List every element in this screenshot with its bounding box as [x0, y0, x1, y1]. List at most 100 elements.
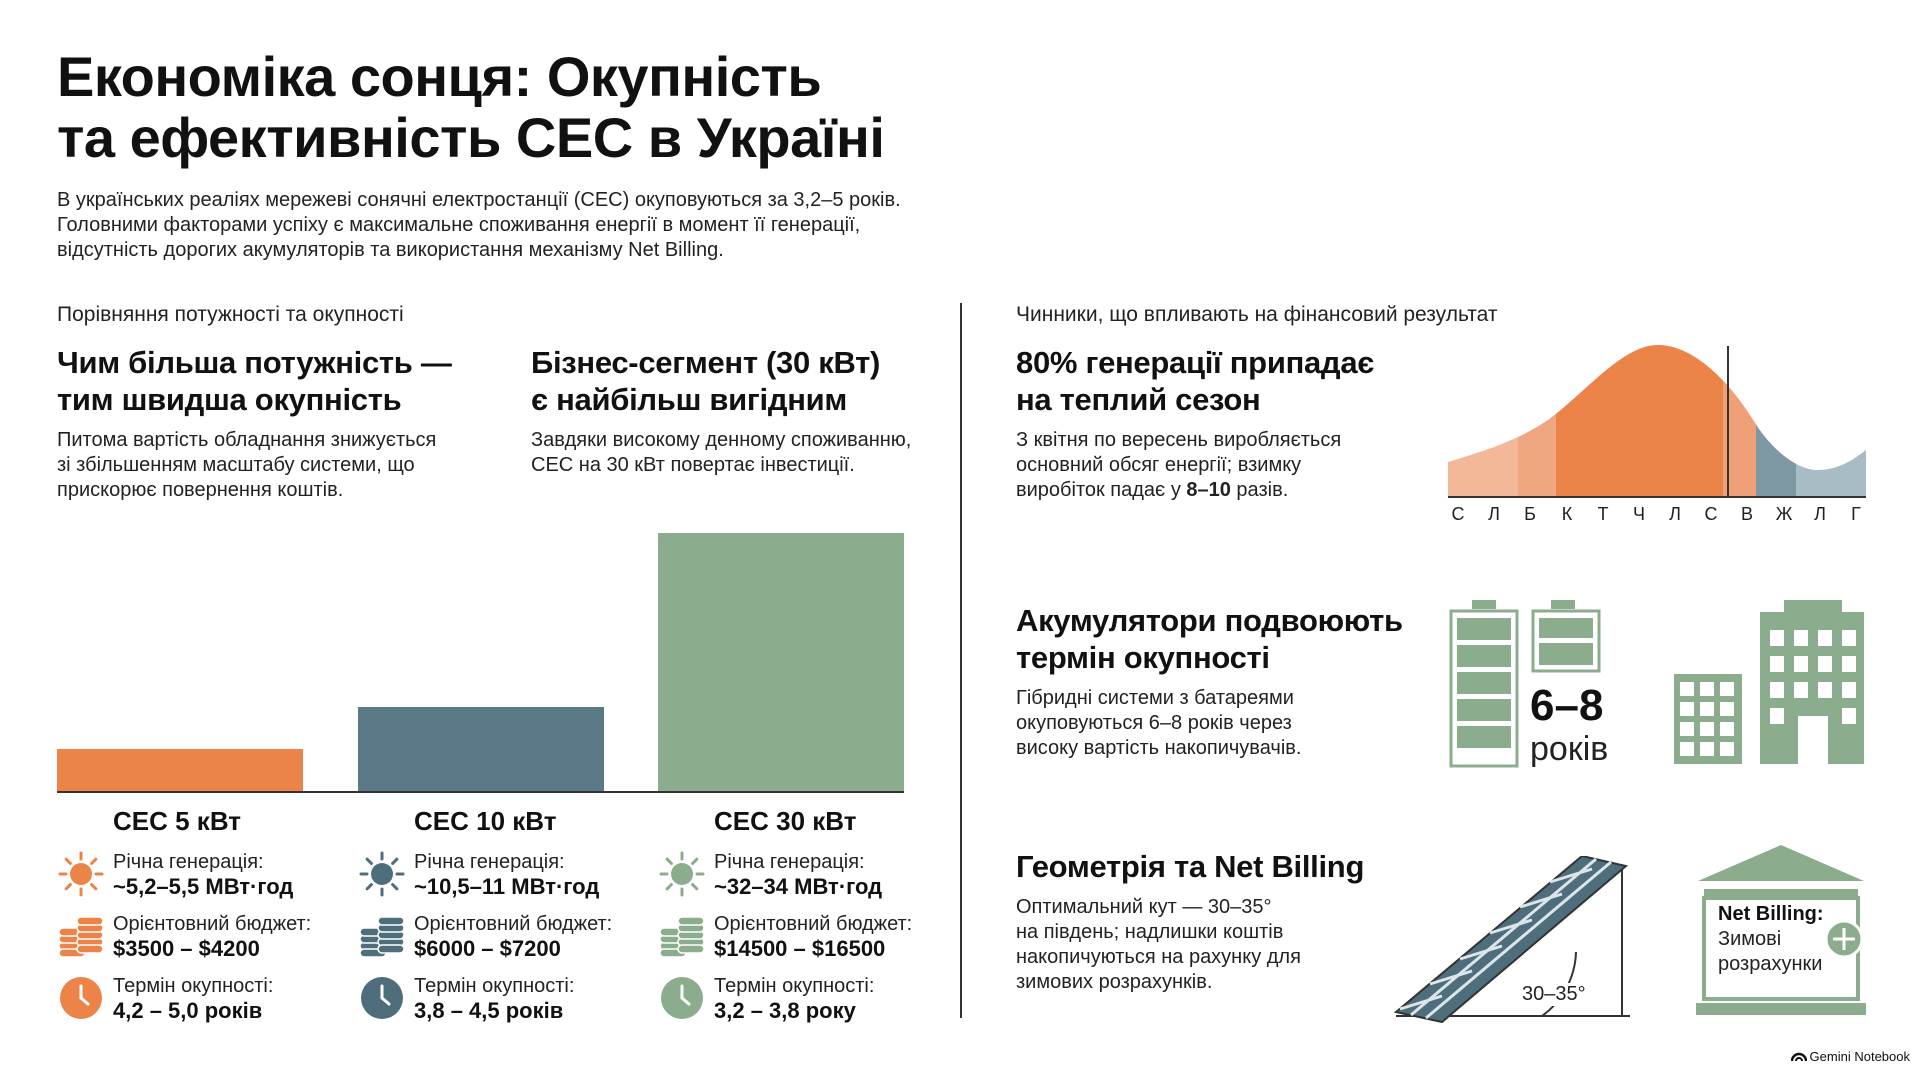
bar-2 — [358, 707, 604, 791]
month-label: С — [1451, 504, 1465, 524]
payback-value: 3,8 – 4,5 років — [414, 998, 564, 1023]
scale-text: Питома вартість обладнання знижується зі… — [57, 428, 497, 503]
annual-generation-label: Річна генерація: — [113, 851, 264, 873]
payback-value: 3,2 – 3,8 року — [714, 998, 856, 1023]
sun-icon — [58, 851, 104, 897]
coins-icon — [58, 916, 104, 958]
clock-icon — [661, 977, 703, 1019]
season-text-line-2: основний обсяг енергії; взимку — [1016, 454, 1302, 476]
season-text-pre: виробіток падає у — [1016, 479, 1187, 501]
month-label: Ч — [1633, 504, 1645, 524]
month-label: Л — [1669, 504, 1681, 524]
battery-block: Акумулятори подвоюють термін окупності Г… — [1016, 602, 1436, 761]
annual-generation-value: ~5,2–5,5 МВт·год — [113, 874, 294, 899]
sun-icon — [659, 851, 705, 897]
gemini-logo-icon — [1790, 1052, 1807, 1061]
budget-text: Орієнтовний бюджет: $6000 – $7200 — [414, 912, 612, 962]
annual-generation-metric: Річна генерація: ~10,5–11 МВт·год — [358, 850, 599, 900]
month-label: Т — [1597, 504, 1609, 524]
month-label: С — [1704, 504, 1718, 524]
budget-label: Орієнтовний бюджет: — [414, 913, 613, 935]
title-line-2: та ефективність СЕС в Україні — [57, 106, 885, 169]
coins-icon — [659, 916, 705, 958]
chart-baseline — [57, 791, 904, 793]
right-section-label: Чинники, що впливають на фінансовий резу… — [1016, 303, 1498, 326]
annual-generation-text: Річна генерація: ~10,5–11 МВт·год — [414, 850, 599, 900]
budget-label: Орієнтовний бюджет: — [714, 913, 913, 935]
month-label: Г — [1851, 504, 1861, 524]
annual-generation-label: Річна генерація: — [414, 851, 565, 873]
clock-icon — [60, 977, 102, 1019]
month-label: В — [1740, 504, 1753, 524]
budget-metric: Орієнтовний бюджет: $14500 – $16500 — [658, 912, 912, 962]
net-billing-label: Net Billing: Зимові розрахунки — [1718, 902, 1824, 977]
annual-generation-metric: Річна генерація: ~5,2–5,5 МВт·год — [57, 850, 293, 900]
season-text: З квітня по вересень виробляється основн… — [1016, 428, 1436, 503]
budget-text: Орієнтовний бюджет: $14500 – $16500 — [714, 912, 912, 962]
clock-icon — [361, 977, 403, 1019]
season-heading-line-1: 80% генерації припадає — [1016, 345, 1375, 380]
tilt-angle-label: 30–35° — [1520, 983, 1588, 1006]
budget-label: Орієнтовний бюджет: — [113, 913, 312, 935]
page-title: Економіка сонця: Окупність та ефективніс… — [57, 46, 1157, 168]
business-heading-line-2: є найбільш вигідним — [531, 382, 848, 417]
payback-metric: Термін окупності: 3,2 – 3,8 року — [658, 974, 874, 1024]
budget-value: $14500 – $16500 — [714, 936, 886, 961]
battery-text-line-2: окуповуються 6–8 років через — [1016, 712, 1292, 734]
season-heading-line-2: на теплий сезон — [1016, 382, 1261, 417]
buildings-icon — [1674, 600, 1864, 764]
battery-years: 6–8 років — [1530, 683, 1608, 769]
solar-panel-icon — [1393, 856, 1630, 1024]
battery-text-line-1: Гібридні системи з батареями — [1016, 687, 1294, 709]
season-text-line-1: З квітня по вересень виробляється — [1016, 429, 1342, 451]
month-label: Б — [1524, 504, 1536, 524]
payback-text: Термін окупності: 3,8 – 4,5 років — [414, 974, 574, 1024]
budget-metric: Орієнтовний бюджет: $6000 – $7200 — [358, 912, 612, 962]
business-text: Завдяки високому денному споживанню, СЕС… — [531, 428, 951, 478]
battery-text: Гібридні системи з батареями окуповуютьс… — [1016, 686, 1436, 761]
payback-label: Термін окупності: — [714, 975, 875, 997]
billing-heading: Геометрія та Net Billing — [1016, 849, 1365, 884]
sun-icon — [359, 851, 405, 897]
battery-heading-line-2: термін окупності — [1016, 640, 1270, 675]
season-text-post: разів. — [1230, 479, 1289, 501]
business-text-line-2: СЕС на 30 кВт повертає інвестиції. — [531, 454, 855, 476]
intro-text: В українських реаліях мережеві сонячні е… — [57, 188, 1057, 263]
partial-battery-icon — [1531, 600, 1601, 673]
month-label: Ж — [1775, 504, 1793, 524]
footer-brand-text: Gemini Notebook — [1809, 1049, 1910, 1064]
budget-value: $3500 – $4200 — [113, 936, 260, 961]
budget-text: Орієнтовний бюджет: $3500 – $4200 — [113, 912, 311, 962]
vertical-divider — [960, 303, 962, 1018]
budget-metric: Орієнтовний бюджет: $3500 – $4200 — [57, 912, 311, 962]
intro-line-3: відсутність дорогих акумуляторів та вико… — [57, 239, 724, 261]
net-billing-line-2: розрахунки — [1718, 953, 1823, 975]
scale-text-line-1: Питома вартість обладнання знижується — [57, 429, 437, 451]
month-label: К — [1561, 504, 1573, 524]
net-billing-line-1: Зимові — [1718, 928, 1782, 950]
season-block: 80% генерації припадає на теплий сезон З… — [1016, 344, 1436, 503]
payback-text: Термін окупності: 4,2 – 5,0 років — [113, 974, 273, 1024]
seasonal-generation-curve — [1448, 345, 1866, 498]
payback-value: 4,2 – 5,0 років — [113, 998, 263, 1023]
left-section-label: Порівняння потужності та окупності — [57, 303, 404, 326]
intro-line-1: В українських реаліях мережеві сонячні е… — [57, 189, 901, 211]
footer-brand: Gemini Notebook — [1790, 1049, 1910, 1064]
scale-block: Чим більша потужність — тим швидша окупн… — [57, 344, 497, 503]
business-block: Бізнес-сегмент (30 кВт) є найбільш вигід… — [531, 344, 951, 478]
season-text-bold: 8–10 — [1186, 479, 1231, 501]
bar-3 — [658, 533, 904, 791]
battery-icons — [1449, 600, 1601, 768]
annual-generation-value: ~10,5–11 МВт·год — [414, 874, 600, 899]
business-heading-line-1: Бізнес-сегмент (30 кВт) — [531, 345, 881, 380]
scale-text-line-3: прискорює повернення коштів. — [57, 479, 344, 501]
title-line-1: Економіка сонця: Окупність — [57, 45, 822, 108]
scale-heading-line-2: тим швидша окупність — [57, 382, 402, 417]
business-text-line-1: Завдяки високому денному споживанню, — [531, 429, 912, 451]
month-label: Л — [1488, 504, 1500, 524]
billing-text: Оптимальний кут — 30–35° на південь; над… — [1016, 895, 1436, 995]
annual-generation-label: Річна генерація: — [714, 851, 865, 873]
payback-label: Термін окупності: — [414, 975, 575, 997]
billing-text-line-2: на південь; надлишки коштів — [1016, 921, 1284, 943]
annual-generation-text: Річна генерація: ~32–34 МВт·год — [714, 850, 882, 900]
